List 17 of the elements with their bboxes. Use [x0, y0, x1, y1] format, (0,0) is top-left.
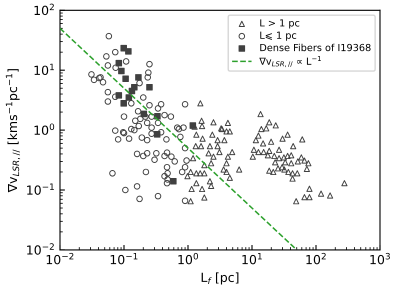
- y-tick-label: 10$^{2}$: [34, 4, 54, 16]
- x-tick-label: 10$^{−2}$: [46, 252, 74, 264]
- x-tick-label: 10$^{−1}$: [110, 253, 138, 264]
- x-tick-label: 10$^{1}$: [242, 253, 262, 264]
- x-tick-label: 10$^{3}$: [370, 252, 390, 264]
- y-axis-title: ∇v$_{LSR,//}$ [kms$^{−1}$pc$^{−1}$]: [6, 69, 20, 192]
- legend-label: Dense Fibers of I19368: [260, 44, 371, 52]
- y-tick-label: 10$^{0}$: [34, 123, 54, 135]
- y-tick-label: 10$^{−2}$: [27, 243, 54, 255]
- legend-label: L⩽ 1 pc: [260, 32, 296, 41]
- x-tick-label: 10$^{2}$: [306, 252, 326, 264]
- y-tick-label: 10$^{−1}$: [27, 183, 54, 195]
- legend-label: L > 1 pc: [260, 19, 300, 28]
- y-tick-label: 10$^{1}$: [34, 64, 54, 76]
- x-tick-label: 10$^{0}$: [178, 252, 198, 264]
- x-axis-title: L$_{f}$ [pc]: [202, 272, 238, 285]
- legend-label: ∇v$_{LSR,//}$ ∝ L$^{−1}$: [259, 56, 321, 68]
